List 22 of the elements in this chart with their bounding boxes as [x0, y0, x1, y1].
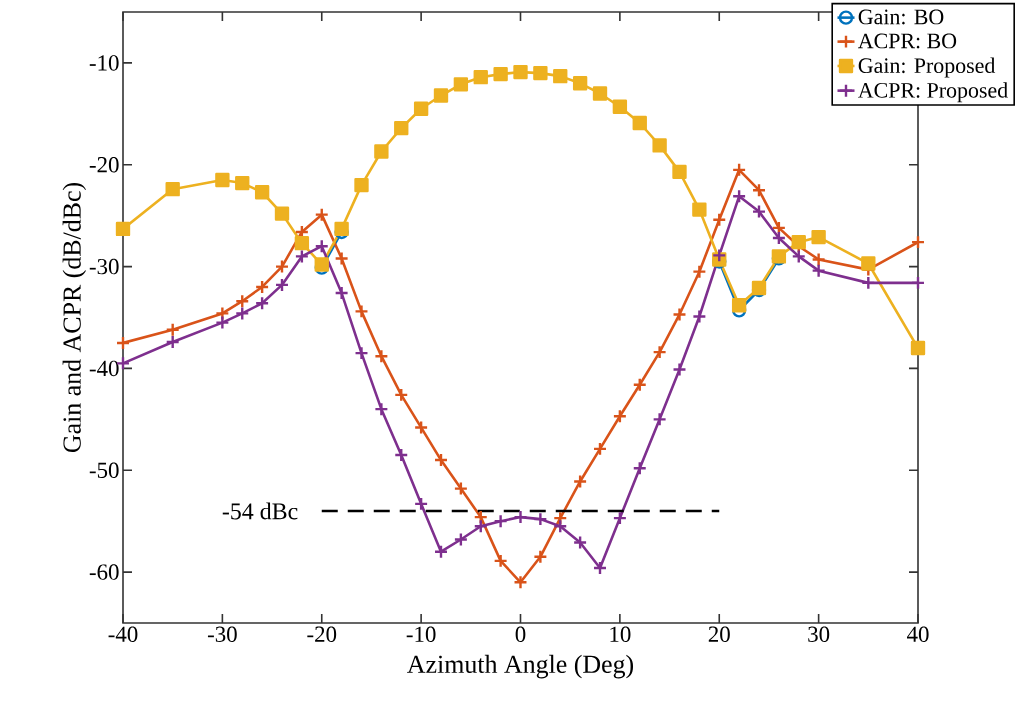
y-tick-label: -40 [89, 360, 119, 377]
x-tick-label: 20 [708, 626, 730, 642]
legend-label: ACPR: Proposed [858, 82, 1008, 103]
legend-label: Gain: BO [858, 9, 944, 25]
x-tick-label: -40 [108, 626, 138, 642]
x-tick-label: -30 [207, 626, 237, 642]
y-tick-label: -60 [89, 564, 119, 580]
y-tick-label: -30 [89, 258, 119, 275]
x-tick-label: 0 [515, 626, 526, 642]
annotation: -54 dBc [222, 502, 298, 520]
legend-label: Gain: Proposed [858, 57, 996, 78]
y-tick-label: -20 [89, 157, 119, 173]
x-tick-label: 40 [907, 626, 929, 642]
x-tick-label: 30 [808, 626, 830, 642]
legend-label: ACPR: BO [858, 33, 957, 49]
x-tick-label: -10 [406, 626, 436, 642]
y-tick-label: -10 [89, 55, 119, 71]
y-tick-label: -50 [89, 462, 119, 478]
x-axis-title: Azimuth Angle (Deg) [407, 654, 634, 679]
x-tick-label: 10 [610, 626, 631, 642]
x-tick-label: -20 [307, 626, 337, 642]
y-axis-title: Gain and ACPR (dB/dBc) [62, 183, 87, 453]
